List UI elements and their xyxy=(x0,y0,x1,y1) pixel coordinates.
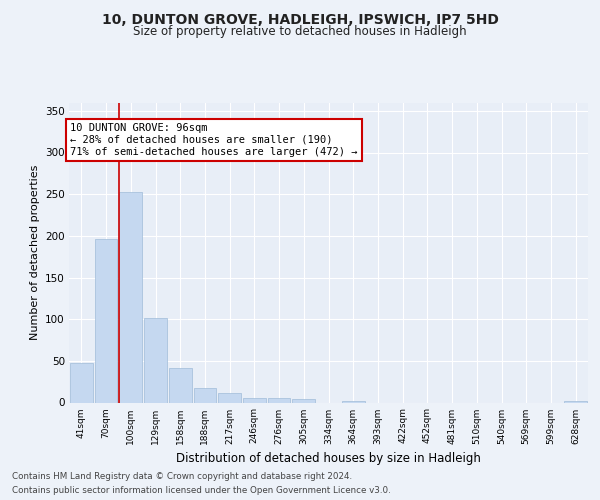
Bar xyxy=(292,399,315,402)
Text: 10, DUNTON GROVE, HADLEIGH, IPSWICH, IP7 5HD: 10, DUNTON GROVE, HADLEIGH, IPSWICH, IP7… xyxy=(101,12,499,26)
Text: Size of property relative to detached houses in Hadleigh: Size of property relative to detached ho… xyxy=(133,25,467,38)
Bar xyxy=(218,392,241,402)
Bar xyxy=(194,388,216,402)
Bar xyxy=(95,239,118,402)
Bar xyxy=(564,401,587,402)
Y-axis label: Number of detached properties: Number of detached properties xyxy=(29,165,40,340)
Bar xyxy=(243,398,266,402)
Bar xyxy=(144,318,167,402)
Bar xyxy=(169,368,191,402)
Bar xyxy=(268,398,290,402)
Bar xyxy=(342,401,365,402)
Text: Contains HM Land Registry data © Crown copyright and database right 2024.: Contains HM Land Registry data © Crown c… xyxy=(12,472,352,481)
Bar xyxy=(70,362,93,403)
X-axis label: Distribution of detached houses by size in Hadleigh: Distribution of detached houses by size … xyxy=(176,452,481,465)
Text: 10 DUNTON GROVE: 96sqm
← 28% of detached houses are smaller (190)
71% of semi-de: 10 DUNTON GROVE: 96sqm ← 28% of detached… xyxy=(70,124,358,156)
Text: Contains public sector information licensed under the Open Government Licence v3: Contains public sector information licen… xyxy=(12,486,391,495)
Bar xyxy=(119,192,142,402)
